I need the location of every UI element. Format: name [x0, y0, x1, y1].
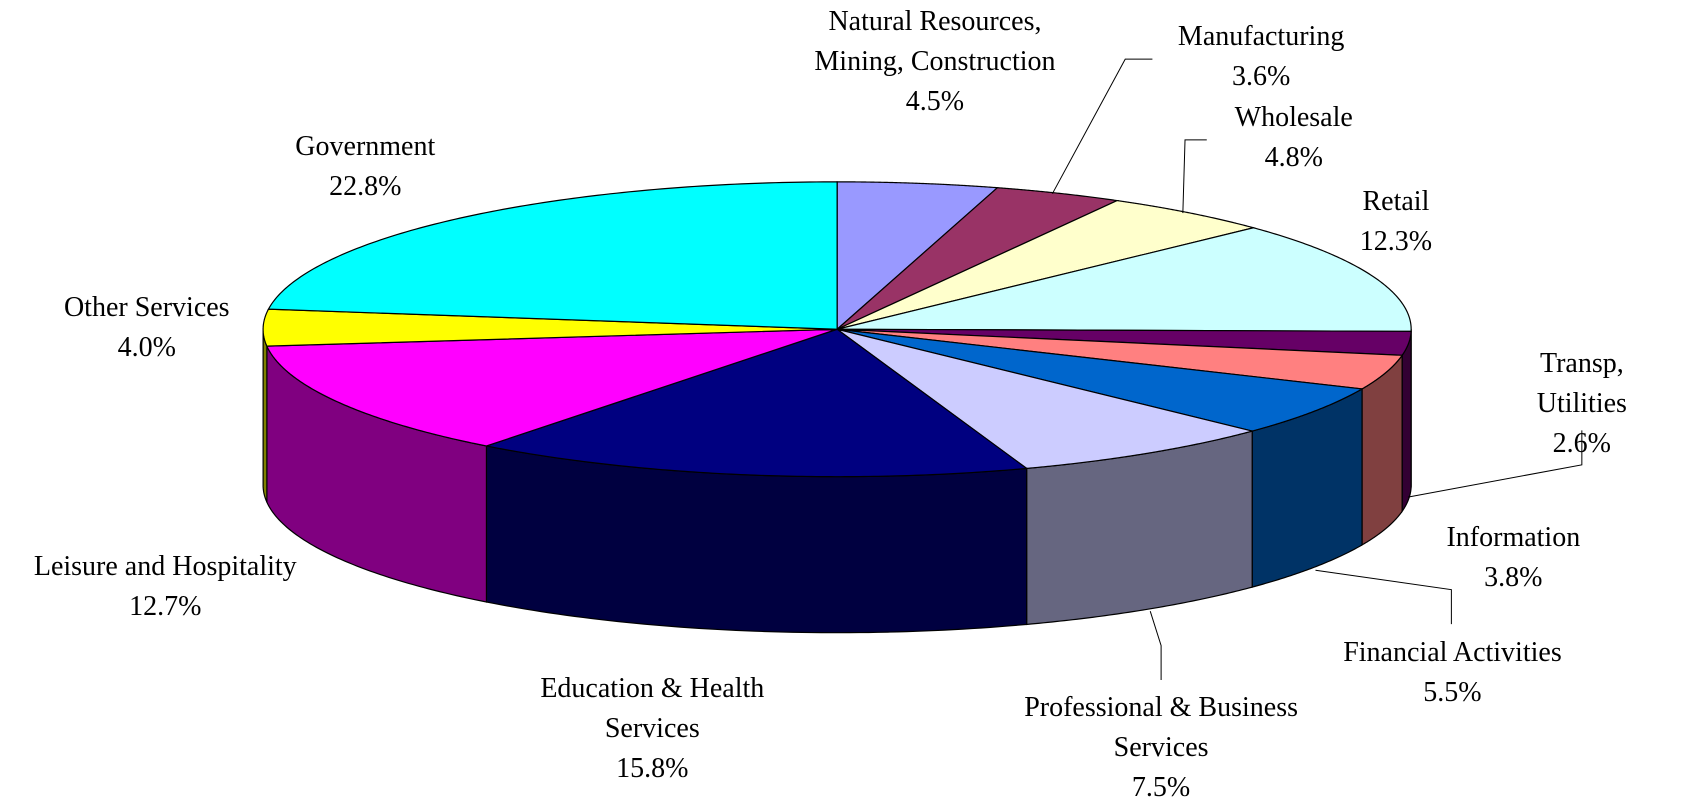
value-label: 4.5%	[905, 85, 965, 117]
slice-side	[1401, 331, 1412, 514]
category-label: Education & Health Services	[540, 672, 765, 744]
category-label: Information	[1446, 522, 1581, 553]
data-label: Natural Resources, Mining, Construction 4…	[814, 2, 1055, 122]
data-label: Financial Activities 5.5%	[1343, 633, 1562, 713]
data-label: Education & Health Services 15.8%	[540, 669, 764, 789]
slice-top	[836, 199, 1256, 330]
slice-side	[262, 329, 268, 503]
slice-top	[836, 181, 999, 331]
leader-line	[1149, 611, 1162, 681]
data-label: Manufacturing 3.6%	[1178, 17, 1344, 97]
slice-top	[265, 328, 838, 447]
slice-top	[262, 308, 838, 347]
value-label: 5.5%	[1423, 677, 1482, 709]
slice-top	[267, 181, 838, 330]
data-label: Transp, Utilities 2.6%	[1525, 344, 1639, 464]
category-label: Transp, Utilities	[1536, 347, 1627, 419]
leader-line	[1051, 58, 1153, 194]
data-label: Information 3.8%	[1446, 518, 1580, 598]
category-label: Wholesale	[1234, 102, 1353, 134]
value-label: 4.8%	[1264, 142, 1323, 174]
data-label: Retail 12.3%	[1360, 182, 1432, 262]
value-label: 12.7%	[129, 591, 202, 623]
slice	[265, 328, 838, 603]
leader-line	[1182, 139, 1207, 214]
data-label: Leisure and Hospitality 12.7%	[34, 547, 297, 627]
category-label: Leisure and Hospitality	[33, 551, 297, 583]
slice	[836, 328, 1364, 588]
slice	[836, 181, 999, 331]
category-label: Government	[295, 131, 436, 163]
leader-line	[1407, 430, 1583, 498]
slice-top	[484, 328, 1029, 478]
data-label: Other Services 4.0%	[64, 288, 230, 368]
slice-top	[836, 187, 1120, 330]
category-label: Other Services	[63, 291, 230, 323]
value-label: 12.3%	[1359, 226, 1433, 258]
slice	[837, 328, 1404, 546]
slice	[836, 328, 1253, 626]
value-label: 2.6%	[1552, 427, 1611, 459]
value-label: 3.6%	[1231, 60, 1291, 92]
value-label: 4.0%	[117, 331, 176, 363]
slice	[836, 199, 1256, 330]
leader-line	[1315, 569, 1452, 625]
slice-top	[837, 328, 1404, 390]
category-label: Professional & Business Services	[1024, 692, 1298, 763]
value-label: 3.8%	[1484, 562, 1543, 593]
value-label: 7.5%	[1131, 772, 1191, 803]
slice-top	[836, 328, 1253, 470]
category-label: Financial Activities	[1343, 637, 1562, 669]
slice	[267, 181, 838, 330]
value-label: 22.8%	[329, 171, 402, 203]
data-label: Professional & Business Services 7.5%	[1024, 688, 1298, 807]
category-label: Natural Resources, Mining, Construction	[814, 5, 1056, 77]
category-label: Retail	[1362, 186, 1430, 218]
slice	[262, 308, 838, 503]
slice	[836, 187, 1120, 330]
category-label: Manufacturing	[1177, 20, 1345, 52]
data-label: Government 22.8%	[295, 127, 435, 207]
value-label: 15.8%	[616, 752, 689, 784]
slice-top	[836, 328, 1364, 432]
data-label: Wholesale 4.8%	[1235, 98, 1353, 178]
slice-top	[836, 227, 1412, 332]
